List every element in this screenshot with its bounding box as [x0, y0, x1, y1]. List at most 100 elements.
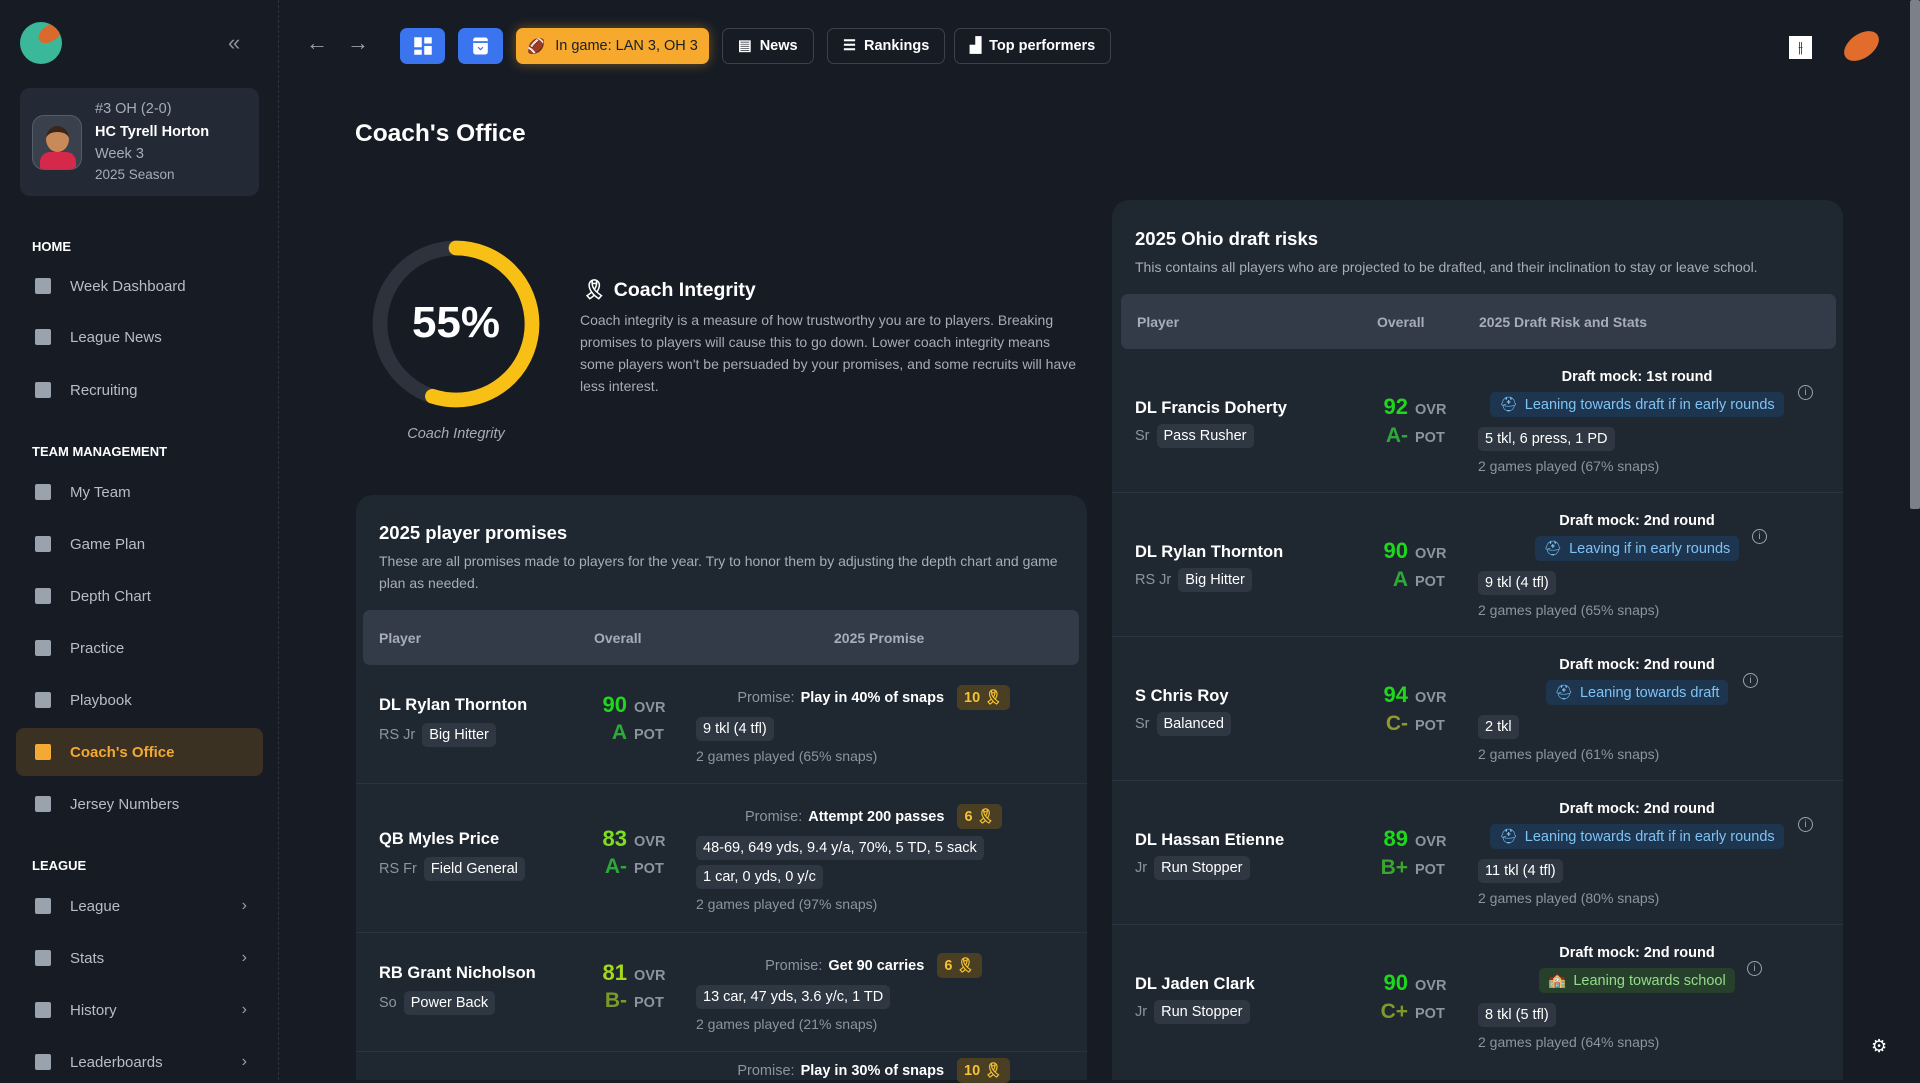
sidebar-item-leaderboards[interactable]: Leaderboards ›	[16, 1044, 263, 1080]
draft-risk-row: DL Rylan Thornton RS Jr Big Hitter 90 OVR …	[1112, 493, 1843, 637]
football-logo[interactable]	[20, 22, 62, 64]
section-league: LEAGUE	[32, 858, 87, 873]
sidebar-item-history[interactable]: History ›	[16, 992, 263, 1028]
helmet-icon: ⛑	[1499, 829, 1518, 845]
news-button[interactable]: ▤ News	[722, 28, 814, 64]
info-icon[interactable]: i	[1798, 817, 1813, 832]
player-name[interactable]: DL Rylan Thornton	[379, 695, 528, 714]
sidebar-item-stats[interactable]: Stats ›	[16, 940, 263, 976]
player-name[interactable]: RB Grant Nicholson	[379, 963, 536, 982]
football-menu-icon[interactable]	[1838, 24, 1885, 68]
game-plan-icon	[32, 534, 53, 555]
games-played: 2 games played (80% snaps)	[1478, 890, 1660, 906]
draft-mock: Draft mock: 2nd round	[1559, 801, 1715, 817]
player-name[interactable]: DL Francis Doherty	[1135, 399, 1287, 417]
info-icon[interactable]: i	[1747, 961, 1762, 976]
promises-table-header: Player Overall 2025 Promise	[363, 610, 1079, 665]
overall-rating: 89 OVR	[1383, 826, 1447, 851]
sidebar-item-recruiting[interactable]: Recruiting	[16, 372, 263, 408]
sidebar-item-week-dashboard[interactable]: Week Dashboard	[16, 268, 263, 304]
forward-arrow-icon[interactable]: →	[347, 30, 369, 55]
sidebar-item-playbook[interactable]: Playbook	[16, 682, 263, 718]
overall-rating: 92 OVR	[1383, 394, 1447, 419]
archetype-pill: Big Hitter	[1178, 568, 1252, 592]
player-class: Sr Balanced	[1135, 712, 1231, 736]
sidebar-item-my-team[interactable]: My Team	[16, 474, 263, 510]
draft-mock: Draft mock: 2nd round	[1559, 657, 1715, 673]
promise-text: Attempt 200 passes	[808, 808, 945, 825]
player-name[interactable]: QB Myles Price	[379, 829, 500, 848]
sidebar-item-label: Jersey Numbers	[70, 795, 180, 813]
award-icon: 🎗	[976, 809, 995, 825]
rankings-button[interactable]: ☰ Rankings	[827, 28, 946, 64]
player-name[interactable]: DL Jaden Clark	[1135, 975, 1255, 993]
draft-title: 2025 Ohio draft risks	[1135, 228, 1319, 249]
sidebar-item-game-plan[interactable]: Game Plan	[16, 526, 263, 562]
grid-icon	[413, 37, 432, 55]
draft-risk-row: S Chris Roy Sr Balanced 94 OVR C- POT Draft…	[1112, 637, 1843, 781]
sliders-icon[interactable]: ⫲	[1789, 36, 1812, 59]
stat-pill: 2 tkl	[1478, 715, 1519, 739]
calendar-button[interactable]	[458, 28, 503, 64]
archetype-pill: Field General	[423, 856, 525, 881]
top-performers-button[interactable]: ▟ Top performers	[954, 28, 1112, 64]
sidebar-item-label: Stats	[70, 949, 105, 967]
current-week: Week 3	[95, 146, 144, 162]
player-class: Jr Run Stopper	[1135, 1000, 1250, 1024]
chevron-right-icon: ›	[241, 1053, 247, 1070]
player-name[interactable]: S Chris Roy	[1135, 687, 1229, 705]
overall-rating: 90 OVR	[1383, 970, 1447, 995]
potential-grade: A- POT	[604, 854, 664, 878]
potential-grade: A POT	[1392, 568, 1445, 591]
collapse-sidebar-icon[interactable]: «	[228, 30, 241, 55]
sidebar-item-depth-chart[interactable]: Depth Chart	[16, 578, 263, 614]
award-icon: 🎗	[956, 958, 975, 974]
settings-gear-icon[interactable]: ⚙	[1871, 1036, 1888, 1056]
draft-stance-pill: ⛑ Leaning towards draft if in early round…	[1490, 824, 1784, 849]
overall-rating: 81 OVR	[602, 959, 666, 985]
games-played: 2 games played (67% snaps)	[1478, 458, 1660, 474]
page-title: Coach's Office	[355, 120, 526, 147]
col-overall: Overall	[1377, 314, 1425, 330]
school-icon: 🏫	[1548, 973, 1567, 989]
overall-rating: 90 OVR	[602, 691, 666, 717]
draft-stance-pill: ⛑ Leaning towards draft	[1545, 680, 1729, 705]
promise-row: Promise: Get 90 carries 6 🎗 RB Grant Nichol…	[356, 933, 1087, 1052]
draft-stance-pill: ⛑ Leaning towards draft if in early round…	[1490, 392, 1784, 417]
in-game-button[interactable]: 🏈 In game: LAN 3, OH 3	[516, 28, 709, 64]
history-icon	[32, 1000, 53, 1021]
coach-card[interactable]: #3 OH (2-0) HC Tyrell Horton Week 3 2025…	[20, 88, 259, 196]
reward-badge: 6 🎗	[957, 804, 1002, 829]
layers-icon	[32, 896, 53, 917]
player-name[interactable]: DL Rylan Thornton	[1135, 543, 1284, 561]
potential-grade: C+ POT	[1380, 1000, 1445, 1023]
sidebar-item-coach-s-office[interactable]: Coach's Office	[16, 728, 263, 776]
player-name[interactable]: DL Hassan Etienne	[1135, 831, 1285, 849]
sidebar-item-league-news[interactable]: League News	[16, 319, 263, 355]
sidebar-item-practice[interactable]: Practice	[16, 630, 263, 666]
dashboard-button[interactable]	[400, 28, 445, 64]
practice-icon	[32, 638, 53, 659]
info-icon[interactable]: i	[1752, 529, 1767, 544]
promise-line: Promise: Attempt 200 passes 6 🎗	[696, 804, 1051, 829]
current-season: 2025 Season	[95, 167, 175, 182]
stat-pill: 48-69, 649 yds, 9.4 y/a, 70%, 5 TD, 5 sa…	[696, 836, 984, 860]
sidebar-item-league[interactable]: League ›	[16, 888, 263, 924]
info-icon[interactable]: i	[1798, 385, 1813, 400]
page-scrollbar[interactable]	[1910, 0, 1920, 509]
reward-badge: 10 🎗	[957, 1058, 1010, 1083]
reward-badge: 10 🎗	[957, 685, 1010, 710]
draft-stance-pill: ⛑ Leaving if in early rounds	[1534, 536, 1740, 561]
sidebar-item-jersey-numbers[interactable]: Jersey Numbers	[16, 786, 263, 822]
player-class: RS Jr Big Hitter	[1135, 568, 1252, 592]
promise-text: Play in 40% of snaps	[800, 689, 945, 706]
draft-risk-row: DL Jaden Clark Jr Run Stopper 90 OVR C+ POT…	[1112, 925, 1843, 1069]
back-arrow-icon[interactable]: ←	[306, 30, 328, 55]
overall-rating: 83 OVR	[602, 825, 666, 851]
sidebar-item-label: Coach's Office	[70, 743, 175, 761]
helmet-icon: ⛑	[1543, 541, 1563, 557]
stat-pill: 11 tkl (4 tfl)	[1478, 859, 1563, 883]
sidebar-item-label: Leaderboards	[70, 1053, 163, 1071]
integrity-title: 🎗 Coach Integrity	[582, 278, 756, 302]
info-icon[interactable]: i	[1743, 673, 1758, 688]
